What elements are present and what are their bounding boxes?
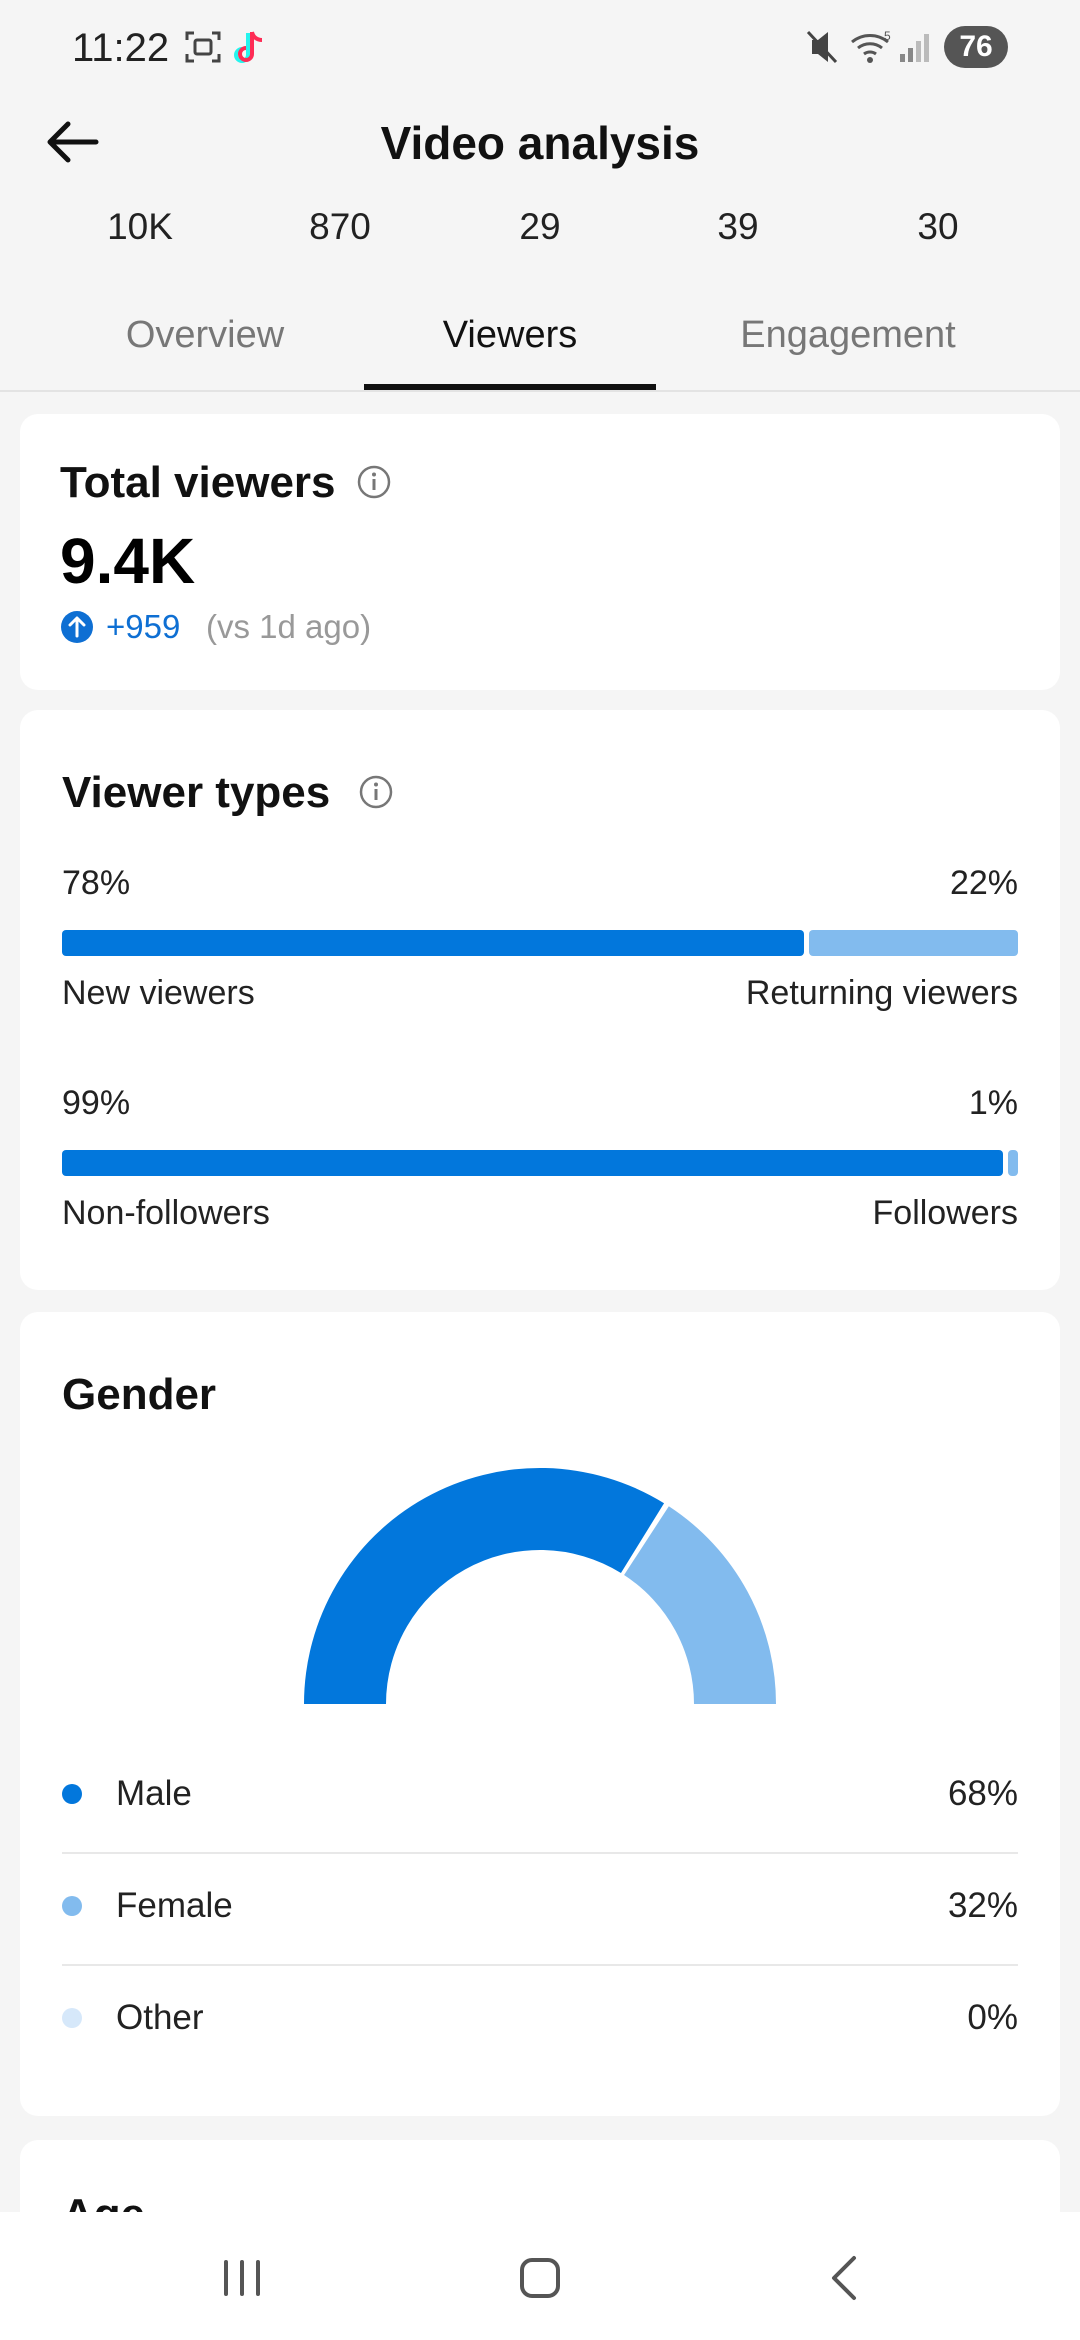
legend-row-other: Other 0%	[62, 1964, 1018, 2076]
legend-value-female: 32%	[947, 1886, 1018, 1925]
donut-slice-male	[304, 1468, 665, 1704]
signal-icon	[898, 28, 936, 71]
gender-title: Gender	[62, 1370, 217, 1419]
chevron-left-icon	[832, 2256, 856, 2300]
donut-slice-female	[624, 1506, 776, 1704]
home-button[interactable]	[500, 2238, 580, 2318]
total-viewers-card: Total viewers 9.4K +959 (vs 1d ago)	[20, 414, 1060, 690]
tab-bar: Overview Viewers Engagement	[0, 300, 1080, 392]
stats-row: 10K 870 29 39 30	[40, 206, 1040, 262]
battery-indicator: 76	[944, 26, 1008, 68]
total-viewers-title: Total viewers	[60, 458, 336, 507]
info-icon[interactable]	[356, 464, 392, 500]
returning-viewers-percent: 22%	[949, 864, 1018, 902]
viewer-types-card: Viewer types 78% 22% New viewers Returni…	[20, 710, 1060, 1290]
legend-dot-female	[62, 1896, 82, 1916]
arrow-up-circle-icon	[60, 610, 94, 644]
divider	[62, 1964, 1018, 1966]
arrow-left-icon	[47, 121, 99, 163]
stat-comments: 29	[519, 206, 561, 247]
new-viewers-label: New viewers	[62, 974, 255, 1012]
total-viewers-value: 9.4K	[60, 525, 196, 597]
wifi-icon: 5	[850, 28, 894, 71]
legend-row-male: Male 68%	[62, 1740, 1018, 1852]
tab-overview[interactable]: Overview	[125, 314, 285, 356]
non-followers-bar	[62, 1150, 1003, 1176]
legend-label-male: Male	[116, 1774, 192, 1813]
returning-viewers-bar	[809, 930, 1018, 956]
legend-label-other: Other	[116, 1998, 204, 2037]
legend-row-female: Female 32%	[62, 1852, 1018, 1964]
non-followers-label: Non-followers	[62, 1194, 270, 1232]
stat-saves: 30	[917, 206, 959, 247]
tab-viewers[interactable]: Viewers	[442, 314, 578, 356]
new-viewers-percent: 78%	[62, 864, 131, 902]
status-time: 11:22	[72, 26, 170, 70]
tab-engagement[interactable]: Engagement	[740, 314, 956, 356]
tiktok-icon	[230, 28, 268, 73]
info-icon[interactable]	[358, 774, 394, 810]
back-button[interactable]	[40, 112, 110, 172]
screenshot-icon	[184, 28, 222, 71]
legend-dot-male	[62, 1784, 82, 1804]
system-nav-bar	[0, 2212, 1080, 2340]
legend-value-male: 68%	[947, 1774, 1018, 1813]
active-tab-indicator	[364, 384, 656, 390]
followers-percent: 1%	[968, 1084, 1018, 1122]
followers-label: Followers	[872, 1194, 1018, 1232]
legend-label-female: Female	[116, 1886, 233, 1925]
mute-icon	[804, 28, 840, 71]
non-followers-percent: 99%	[62, 1084, 131, 1122]
viewer-types-title: Viewer types	[62, 768, 331, 817]
total-viewers-delta: +959	[106, 608, 181, 645]
gender-donut-chart	[304, 1468, 776, 1704]
recents-icon	[224, 2260, 260, 2296]
stat-likes: 870	[309, 206, 371, 247]
recent-apps-button[interactable]	[202, 2238, 282, 2318]
stat-shares: 39	[717, 206, 759, 247]
stat-views: 10K	[107, 206, 173, 247]
system-back-button[interactable]	[806, 2238, 886, 2318]
legend-value-other: 0%	[967, 1998, 1018, 2037]
gender-card: Gender Male 68% Female 32% Other 0%	[20, 1312, 1060, 2116]
followers-bar	[1008, 1150, 1018, 1176]
returning-viewers-label: Returning viewers	[745, 974, 1018, 1012]
divider	[62, 1852, 1018, 1854]
new-viewers-bar	[62, 930, 804, 956]
status-bar: 11:22 5 76	[0, 0, 1080, 96]
total-viewers-comparison: (vs 1d ago)	[206, 608, 372, 645]
home-icon	[520, 2258, 560, 2298]
page-title: Video analysis	[380, 117, 700, 169]
legend-dot-other	[62, 2008, 82, 2028]
svg-text:5: 5	[884, 29, 891, 43]
